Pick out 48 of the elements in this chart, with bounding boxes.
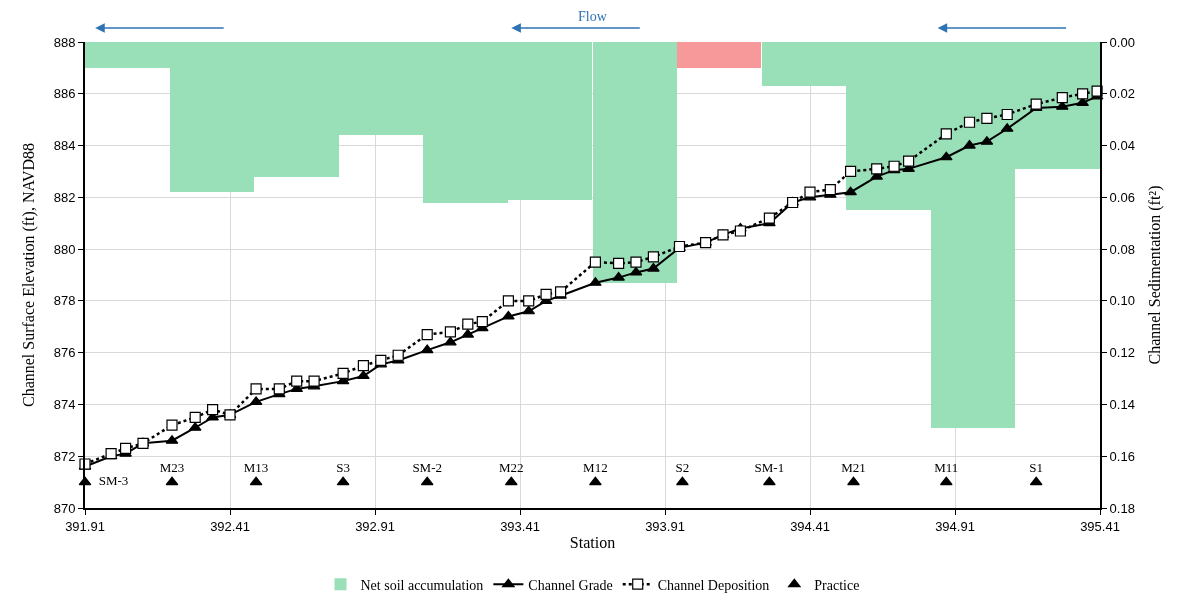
data-label: S2 [675, 459, 690, 475]
x-tick-label: 392.91 [355, 518, 395, 534]
y2-tick-label: 0.14 [1109, 396, 1135, 412]
legend-label: Channel Deposition [657, 577, 770, 593]
y2-tick-label: 0.16 [1109, 448, 1135, 464]
data-label: M11 [934, 459, 959, 475]
y2-tick-label: 0.02 [1109, 86, 1135, 102]
y-tick-label: 886 [53, 86, 76, 102]
y2-tick-label: 0.08 [1109, 241, 1135, 257]
y-tick-label: 874 [53, 396, 76, 412]
x-tick-label: 392.41 [210, 518, 250, 534]
y2-tick-label: 0.18 [1109, 500, 1135, 516]
y-axis-title: Channel Surface Elevation (ft), NAVD88 [20, 142, 39, 408]
data-label: M12 [583, 459, 608, 475]
data-label: M21 [841, 459, 866, 475]
y-tick-label: 878 [53, 293, 76, 309]
y-tick-label: 888 [53, 34, 76, 50]
data-label: SM-3 [92, 473, 129, 489]
data-label: M23 [159, 459, 185, 475]
y-tick-label: 872 [53, 448, 76, 464]
y2-tick-label: 0.00 [1109, 34, 1135, 50]
x-tick-label: 394.91 [935, 518, 975, 534]
data-label: S3 [336, 459, 350, 475]
x-axis-title: Station [569, 533, 616, 551]
y-tick-label: 870 [53, 500, 76, 516]
data-label: M13 [243, 459, 269, 475]
y-tick-label: 882 [53, 189, 76, 205]
legend-label: Channel Grade [528, 577, 613, 593]
y-tick-label: 880 [53, 241, 76, 257]
x-tick-label: 391.91 [65, 518, 105, 534]
x-tick-label: 394.41 [790, 518, 830, 534]
y2-axis-title: Channel Sedimentation (ft²) [1146, 185, 1165, 365]
y-tick-label: 876 [53, 345, 76, 361]
x-tick-label: 393.91 [645, 518, 685, 534]
y2-tick-label: 0.10 [1109, 293, 1135, 309]
text: Flow [578, 9, 608, 24]
y2-tick-label: 0.04 [1109, 138, 1135, 154]
legend-label: Practice [814, 577, 860, 593]
y-tick-label: 884 [53, 138, 76, 154]
y2-tick-label: 0.12 [1109, 345, 1135, 361]
x-tick-label: 393.41 [500, 518, 540, 534]
data-label: M22 [499, 459, 524, 475]
data-label: SM-2 [412, 459, 443, 475]
y2-tick-label: 0.06 [1109, 189, 1135, 205]
data-label: S1 [1029, 459, 1044, 475]
legend-label: Net soil accumulation [360, 577, 484, 593]
x-tick-label: 395.41 [1080, 518, 1120, 534]
data-label: SM-1 [754, 459, 785, 475]
